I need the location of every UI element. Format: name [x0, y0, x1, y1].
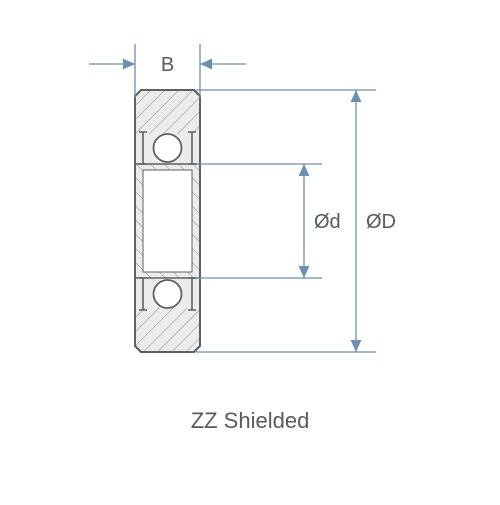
- label-B: B: [161, 54, 174, 76]
- label-D: ØD: [366, 211, 396, 233]
- outer-ring-lower-hatch: [135, 308, 200, 352]
- diagram-canvas: B Ød ØD ZZ Shielded: [0, 0, 500, 500]
- outer-ring-upper-hatch: [135, 90, 200, 134]
- ball-lower: [154, 280, 182, 308]
- label-d: Ød: [314, 211, 341, 233]
- ball-upper: [154, 134, 182, 162]
- caption: ZZ Shielded: [0, 408, 500, 434]
- bore-opening: [143, 170, 192, 272]
